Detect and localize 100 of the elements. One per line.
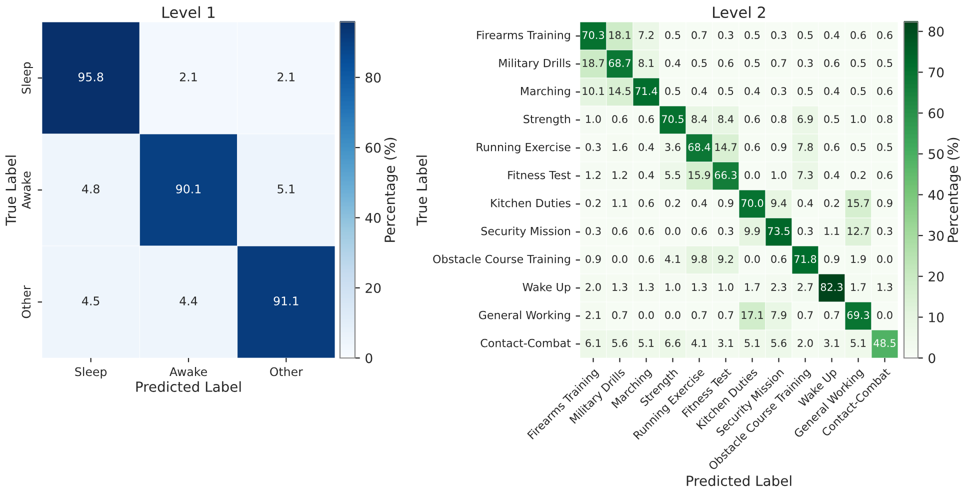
y-tick-label: Security Mission — [481, 226, 570, 238]
data-label: 3.1 — [824, 339, 840, 348]
x-axis-title: Predicted Label — [686, 475, 792, 486]
data-label: 17.1 — [742, 311, 763, 319]
data-label: 0.6 — [638, 115, 654, 124]
data-label: 1.0 — [851, 115, 866, 124]
data-label: 0.0 — [665, 311, 680, 320]
data-label: 2.1 — [180, 72, 197, 82]
chart-title: Level 1 — [162, 6, 215, 18]
data-label: 15.7 — [848, 199, 869, 208]
data-label: 0.3 — [718, 31, 734, 40]
data-label: 0.7 — [798, 311, 813, 320]
data-label: 1.0 — [666, 283, 680, 292]
data-label: 1.9 — [851, 255, 866, 264]
data-label: 0.6 — [744, 115, 760, 124]
data-label: 0.4 — [824, 87, 840, 96]
data-label: 9.8 — [692, 255, 707, 264]
y-tick-label: Firearms Training — [477, 30, 570, 42]
data-label: 0.6 — [692, 227, 707, 236]
data-label: 0.7 — [771, 59, 786, 68]
y-tick-label: Wake Up — [522, 282, 570, 294]
data-label: 0.5 — [824, 115, 840, 124]
data-label: 0.6 — [824, 59, 840, 68]
data-label: 0.4 — [692, 87, 707, 96]
data-label: 0.6 — [877, 31, 892, 40]
y-tick-label: Fitness Test — [508, 170, 571, 180]
data-label: 1.1 — [824, 227, 840, 235]
data-label: 4.5 — [82, 296, 100, 306]
y-axis-title: True Label — [416, 156, 428, 226]
color-bar-label: 20 — [366, 283, 381, 294]
data-label: 7.8 — [798, 143, 813, 152]
data-label: 0.4 — [824, 171, 840, 180]
data-label: 0.0 — [638, 311, 654, 320]
data-label: 5.1 — [850, 339, 866, 348]
data-label: 0.5 — [850, 59, 866, 68]
color-bar-label: 0 — [366, 353, 372, 364]
data-label: 1.3 — [639, 283, 654, 292]
data-label: 69.3 — [847, 311, 870, 320]
y-tick-label: Contact-Combat — [480, 338, 571, 348]
x-axis-title: Predicted Label — [136, 381, 241, 392]
data-label: 0.5 — [692, 59, 707, 68]
data-label: 0.7 — [692, 311, 707, 320]
data-label: 0.9 — [586, 255, 601, 264]
y-tick-label: Running Exercise — [476, 142, 570, 154]
data-label: 15.9 — [688, 171, 710, 180]
data-label: 0.9 — [771, 143, 786, 152]
data-label: 3.1 — [718, 339, 734, 348]
data-label: 0.5 — [798, 31, 813, 40]
data-label: 0.5 — [744, 31, 760, 40]
data-label: 2.0 — [586, 283, 601, 292]
data-label: 0.6 — [824, 143, 840, 152]
data-label: 7.2 — [638, 31, 654, 39]
data-label: 0.7 — [692, 31, 707, 40]
data-label: 2.1 — [586, 311, 601, 319]
data-label: 0.2 — [824, 199, 839, 208]
data-label: 0.5 — [665, 87, 680, 96]
data-label: 2.7 — [798, 283, 813, 291]
data-label: 7.9 — [771, 311, 786, 320]
data-label: 0.5 — [718, 87, 734, 96]
data-label: 68.7 — [608, 59, 630, 68]
data-label: 71.4 — [636, 87, 658, 95]
data-label: 70.0 — [742, 199, 764, 208]
x-tick-label: Sleep — [75, 367, 107, 378]
data-label: 2.1 — [278, 72, 294, 82]
data-label: 1.6 — [612, 143, 628, 152]
color-bar-label: 10 — [929, 312, 944, 322]
y-tick-label: Kitchen Duties — [491, 198, 570, 208]
data-label: 14.5 — [609, 87, 630, 96]
data-label: 0.0 — [877, 311, 892, 320]
data-label: 0.7 — [718, 311, 734, 320]
y-tick-label: Awake — [22, 172, 31, 209]
data-label: 0.6 — [877, 171, 892, 180]
data-label: 0.7 — [824, 311, 840, 320]
color-bar-label: 50 — [928, 149, 944, 160]
data-label: 9.2 — [718, 255, 733, 264]
data-label: 1.7 — [851, 283, 866, 291]
y-tick-label: Military Drills — [499, 58, 570, 70]
y-tick-label: Sleep — [22, 62, 33, 94]
data-label: 0.5 — [877, 143, 892, 152]
data-label: 0.4 — [638, 143, 654, 152]
data-label: 0.5 — [850, 87, 866, 96]
color-bar-label: 60 — [366, 142, 381, 153]
y-tick-label: Other — [22, 285, 31, 318]
data-label: 48.5 — [874, 339, 896, 348]
color-bar-title: Percentage (%) — [384, 138, 398, 242]
data-label: 2.0 — [798, 339, 813, 348]
data-label: 0.2 — [665, 199, 680, 208]
data-label: 4.4 — [180, 296, 198, 306]
data-label: 6.6 — [665, 339, 680, 348]
data-label: 6.1 — [586, 339, 601, 348]
y-tick-label: Obstacle Course Training — [433, 254, 570, 266]
data-label: 1.0 — [718, 283, 734, 292]
color-bar-label: 40 — [365, 212, 381, 223]
data-label: 0.8 — [877, 115, 892, 124]
data-label: 14.7 — [715, 143, 736, 151]
data-label: 0.8 — [771, 115, 786, 124]
data-label: 0.9 — [718, 199, 734, 208]
data-label: 0.3 — [771, 31, 786, 40]
data-label: 10.1 — [582, 87, 604, 96]
data-label: 7.3 — [798, 171, 813, 180]
